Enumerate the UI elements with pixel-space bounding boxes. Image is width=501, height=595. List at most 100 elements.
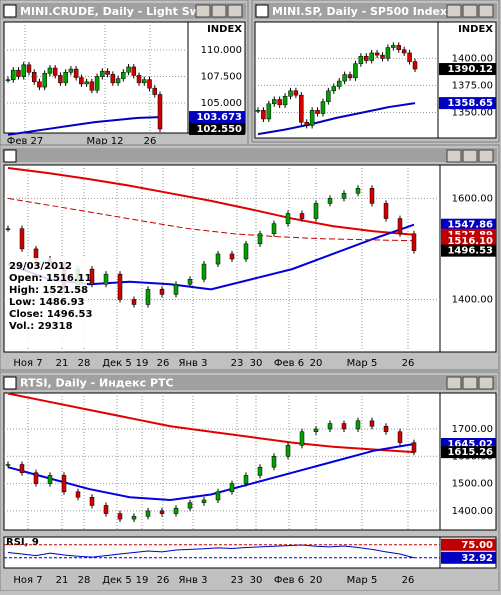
candle xyxy=(26,64,32,73)
title-bar xyxy=(2,3,246,19)
x-tick-label: 26 xyxy=(144,136,157,147)
moving-average xyxy=(7,392,415,454)
close-button[interactable] xyxy=(227,4,243,18)
candle xyxy=(358,55,364,65)
candle xyxy=(380,54,385,59)
candle xyxy=(89,496,95,506)
candle xyxy=(103,505,109,514)
candle xyxy=(19,464,25,473)
candle xyxy=(285,213,291,224)
candle xyxy=(42,73,47,88)
candle xyxy=(152,87,158,95)
candle xyxy=(103,273,109,285)
x-tick-label: 19 xyxy=(136,575,149,586)
x-tick-label: Дек 5 xyxy=(102,575,132,586)
window-icon xyxy=(3,149,17,163)
price-tag xyxy=(189,111,245,124)
rsi-label: RSI, 9 xyxy=(6,537,39,548)
maximize-button[interactable] xyxy=(462,4,478,18)
y-tick-label: 1400.00 xyxy=(452,53,493,64)
x-tick-label: 21 xyxy=(56,575,69,586)
window-title: MINI.CRUDE, Daily - Light Sw xyxy=(20,5,200,18)
x-tick-label: 20 xyxy=(310,358,323,369)
candle xyxy=(117,273,123,300)
candle xyxy=(341,193,347,199)
candle xyxy=(299,94,304,123)
candle xyxy=(229,483,235,493)
candle xyxy=(369,187,375,204)
candle xyxy=(131,299,137,305)
price-axis xyxy=(437,21,497,139)
minimize-button[interactable] xyxy=(446,4,462,18)
candle xyxy=(159,289,165,295)
candle xyxy=(364,55,369,61)
candle xyxy=(173,284,179,295)
maximize-button[interactable] xyxy=(462,376,478,390)
candle xyxy=(327,198,333,204)
candle xyxy=(282,95,288,106)
price-tag-label: 1516.10 xyxy=(447,236,493,247)
rsi-panel xyxy=(3,536,441,569)
candle xyxy=(47,67,53,74)
candle xyxy=(19,228,25,250)
price-tag-label: 1547.86 xyxy=(447,220,493,231)
candle xyxy=(313,203,319,219)
candle xyxy=(374,52,380,56)
candle xyxy=(397,218,403,234)
close-button[interactable] xyxy=(478,376,494,390)
candle xyxy=(10,69,16,80)
price-tag xyxy=(441,218,496,231)
price-tag xyxy=(441,234,496,247)
x-tick-label: 20 xyxy=(310,575,323,586)
candle xyxy=(315,110,320,114)
window-icon xyxy=(3,4,17,18)
price-tag xyxy=(441,538,496,551)
close-button[interactable] xyxy=(478,4,494,18)
candle xyxy=(342,74,347,82)
candle xyxy=(304,121,309,126)
candle xyxy=(142,79,147,84)
candle xyxy=(115,78,121,84)
y-tick-label: 1350.00 xyxy=(452,107,493,118)
moving-average xyxy=(7,197,415,242)
candle xyxy=(243,475,249,484)
candle xyxy=(257,233,263,245)
minimize-button[interactable] xyxy=(195,4,211,18)
moving-average xyxy=(7,167,415,236)
title-bar xyxy=(2,148,497,162)
y-tick-label: 1400.00 xyxy=(452,506,493,517)
candle xyxy=(105,70,110,75)
candle xyxy=(383,203,389,219)
window-icon xyxy=(255,4,269,18)
maximize-button[interactable] xyxy=(211,4,227,18)
axis-label: INDEX xyxy=(458,24,493,35)
minimize-button[interactable] xyxy=(446,149,462,163)
candle xyxy=(271,99,277,105)
candle xyxy=(52,67,58,76)
candle xyxy=(327,423,333,430)
x-tick-label: 23 xyxy=(231,575,244,586)
minimize-button[interactable] xyxy=(446,376,462,390)
candle xyxy=(341,423,347,430)
y-tick-label: 1375.00 xyxy=(452,80,493,91)
candle xyxy=(243,243,249,260)
candle xyxy=(157,94,163,130)
price-axis xyxy=(439,164,497,353)
candle xyxy=(215,253,221,265)
candle xyxy=(73,68,79,78)
candle xyxy=(271,223,277,234)
candle xyxy=(261,110,266,120)
close-button[interactable] xyxy=(478,149,494,163)
x-tick-label: Фев 27 xyxy=(7,136,44,147)
candle xyxy=(331,86,337,92)
candle xyxy=(412,61,418,70)
y-tick-label: 1400.00 xyxy=(452,294,493,305)
candle xyxy=(117,513,123,520)
x-tick-label: 21 xyxy=(56,358,69,369)
moving-average xyxy=(257,102,416,136)
candle xyxy=(147,79,152,89)
maximize-button[interactable] xyxy=(462,149,478,163)
candle xyxy=(401,49,407,54)
